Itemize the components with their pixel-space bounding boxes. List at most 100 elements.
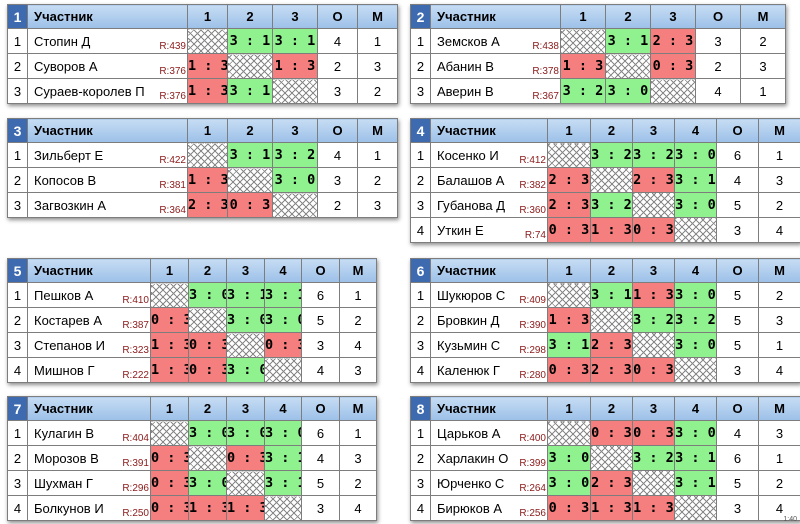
score-loss[interactable]: 0 : 3 bbox=[188, 357, 227, 383]
score-win[interactable]: 3 : 0 bbox=[547, 470, 591, 496]
score-loss[interactable]: 2 : 3 bbox=[632, 167, 675, 193]
score-win[interactable]: 3 : 2 bbox=[590, 192, 633, 218]
player-cell[interactable]: Балашов А R:382 bbox=[430, 167, 548, 193]
player-cell[interactable]: Суворов А R:376 bbox=[27, 53, 188, 79]
player-name[interactable]: Копосов В bbox=[34, 172, 97, 188]
score-loss[interactable]: 1 : 3 bbox=[547, 307, 591, 333]
score-loss[interactable]: 0 : 3 bbox=[264, 332, 302, 358]
score-loss[interactable]: 0 : 3 bbox=[632, 420, 675, 446]
player-cell[interactable]: Пешков А R:410 bbox=[27, 282, 151, 308]
score-win[interactable]: 3 : 2 bbox=[590, 142, 633, 168]
player-name[interactable]: Бровкин Д bbox=[437, 312, 500, 328]
score-loss[interactable]: 0 : 3 bbox=[188, 332, 227, 358]
player-name[interactable]: Абанин В bbox=[437, 58, 494, 74]
player-name[interactable]: Балашов А bbox=[437, 172, 505, 188]
score-loss[interactable]: 1 : 3 bbox=[188, 495, 227, 521]
player-name[interactable]: Морозов В bbox=[34, 450, 99, 466]
player-cell[interactable]: Болкунов И R:250 bbox=[27, 495, 151, 521]
score-win[interactable]: 3 : 0 bbox=[226, 307, 265, 333]
score-win[interactable]: 3 : 1 bbox=[272, 28, 318, 54]
player-name[interactable]: Земсков А bbox=[437, 33, 500, 49]
player-cell[interactable]: Косенко И R:412 bbox=[430, 142, 548, 168]
player-cell[interactable]: Уткин Е R:74 bbox=[430, 217, 548, 243]
score-win[interactable]: 3 : 1 bbox=[227, 142, 273, 168]
score-win[interactable]: 3 : 0 bbox=[674, 142, 717, 168]
score-win[interactable]: 3 : 2 bbox=[632, 307, 675, 333]
player-cell[interactable]: Шухман Г R:296 bbox=[27, 470, 151, 496]
score-loss[interactable]: 1 : 3 bbox=[590, 217, 633, 243]
player-name[interactable]: Каленюк Г bbox=[437, 362, 500, 378]
player-cell[interactable]: Шукюров С R:409 bbox=[430, 282, 548, 308]
player-name[interactable]: Пешков А bbox=[34, 287, 94, 303]
player-cell[interactable]: Кузьмин С R:298 bbox=[430, 332, 548, 358]
player-cell[interactable]: Земсков А R:438 bbox=[430, 28, 561, 54]
player-cell[interactable]: Зильберт Е R:422 bbox=[27, 142, 188, 168]
score-win[interactable]: 3 : 1 bbox=[227, 28, 273, 54]
player-name[interactable]: Шухман Г bbox=[34, 475, 93, 491]
score-win[interactable]: 3 : 0 bbox=[264, 420, 302, 446]
score-loss[interactable]: 1 : 3 bbox=[632, 282, 675, 308]
player-name[interactable]: Уткин Е bbox=[437, 222, 484, 238]
score-loss[interactable]: 0 : 3 bbox=[650, 53, 696, 79]
player-name[interactable]: Харлакин О bbox=[437, 450, 509, 466]
player-cell[interactable]: Мишнов Г R:222 bbox=[27, 357, 151, 383]
score-win[interactable]: 3 : 2 bbox=[632, 445, 675, 471]
player-cell[interactable]: Харлакин О R:399 bbox=[430, 445, 548, 471]
score-loss[interactable]: 0 : 3 bbox=[226, 445, 265, 471]
player-name[interactable]: Стопин Д bbox=[34, 33, 91, 49]
score-win[interactable]: 3 : 0 bbox=[674, 420, 717, 446]
player-cell[interactable]: Морозов В R:391 bbox=[27, 445, 151, 471]
player-name[interactable]: Степанов И bbox=[34, 337, 105, 353]
score-win[interactable]: 3 : 1 bbox=[674, 445, 717, 471]
score-loss[interactable]: 0 : 3 bbox=[632, 357, 675, 383]
player-name[interactable]: Юрченко С bbox=[437, 475, 505, 491]
score-win[interactable]: 3 : 1 bbox=[590, 282, 633, 308]
score-win[interactable]: 3 : 0 bbox=[188, 470, 227, 496]
player-name[interactable]: Кулагин В bbox=[34, 425, 95, 441]
player-name[interactable]: Аверин В bbox=[437, 83, 494, 99]
player-name[interactable]: Болкунов И bbox=[34, 500, 104, 516]
score-loss[interactable]: 0 : 3 bbox=[547, 495, 591, 521]
player-cell[interactable]: Стопин Д R:439 bbox=[27, 28, 188, 54]
score-loss[interactable]: 2 : 3 bbox=[547, 167, 591, 193]
score-win[interactable]: 3 : 0 bbox=[264, 307, 302, 333]
score-loss[interactable]: 0 : 3 bbox=[150, 445, 189, 471]
score-win[interactable]: 3 : 2 bbox=[674, 307, 717, 333]
score-loss[interactable]: 2 : 3 bbox=[590, 332, 633, 358]
score-loss[interactable]: 1 : 3 bbox=[632, 495, 675, 521]
player-cell[interactable]: Кулагин В R:404 bbox=[27, 420, 151, 446]
player-name[interactable]: Косенко И bbox=[437, 147, 499, 163]
score-loss[interactable]: 0 : 3 bbox=[590, 420, 633, 446]
player-name[interactable]: Мишнов Г bbox=[34, 362, 95, 378]
score-win[interactable]: 3 : 2 bbox=[632, 142, 675, 168]
player-cell[interactable]: Копосов В R:381 bbox=[27, 167, 188, 193]
score-win[interactable]: 3 : 1 bbox=[674, 167, 717, 193]
score-loss[interactable]: 1 : 3 bbox=[560, 53, 606, 79]
player-cell[interactable]: Степанов И R:323 bbox=[27, 332, 151, 358]
score-loss[interactable]: 1 : 3 bbox=[150, 357, 189, 383]
score-win[interactable]: 3 : 0 bbox=[605, 78, 651, 104]
score-win[interactable]: 3 : 1 bbox=[226, 282, 265, 308]
score-win[interactable]: 3 : 0 bbox=[226, 357, 265, 383]
score-win[interactable]: 3 : 0 bbox=[547, 445, 591, 471]
player-cell[interactable]: Аверин В R:367 bbox=[430, 78, 561, 104]
score-win[interactable]: 3 : 2 bbox=[560, 78, 606, 104]
score-loss[interactable]: 1 : 3 bbox=[150, 332, 189, 358]
score-win[interactable]: 3 : 0 bbox=[674, 192, 717, 218]
score-loss[interactable]: 0 : 3 bbox=[150, 495, 189, 521]
score-win[interactable]: 3 : 1 bbox=[227, 78, 273, 104]
score-win[interactable]: 3 : 2 bbox=[272, 142, 318, 168]
score-loss[interactable]: 0 : 3 bbox=[150, 307, 189, 333]
score-loss[interactable]: 1 : 3 bbox=[187, 53, 228, 79]
score-win[interactable]: 3 : 0 bbox=[674, 282, 717, 308]
score-loss[interactable]: 1 : 3 bbox=[187, 167, 228, 193]
player-name[interactable]: Бирюков А bbox=[437, 500, 503, 516]
score-win[interactable]: 3 : 0 bbox=[272, 167, 318, 193]
player-cell[interactable]: Каленюк Г R:280 bbox=[430, 357, 548, 383]
score-win[interactable]: 3 : 0 bbox=[188, 420, 227, 446]
score-loss[interactable]: 2 : 3 bbox=[187, 192, 228, 218]
player-name[interactable]: Суворов А bbox=[34, 58, 98, 74]
score-win[interactable]: 3 : 0 bbox=[674, 332, 717, 358]
player-name[interactable]: Загвозкин А bbox=[34, 197, 107, 213]
score-loss[interactable]: 0 : 3 bbox=[632, 217, 675, 243]
